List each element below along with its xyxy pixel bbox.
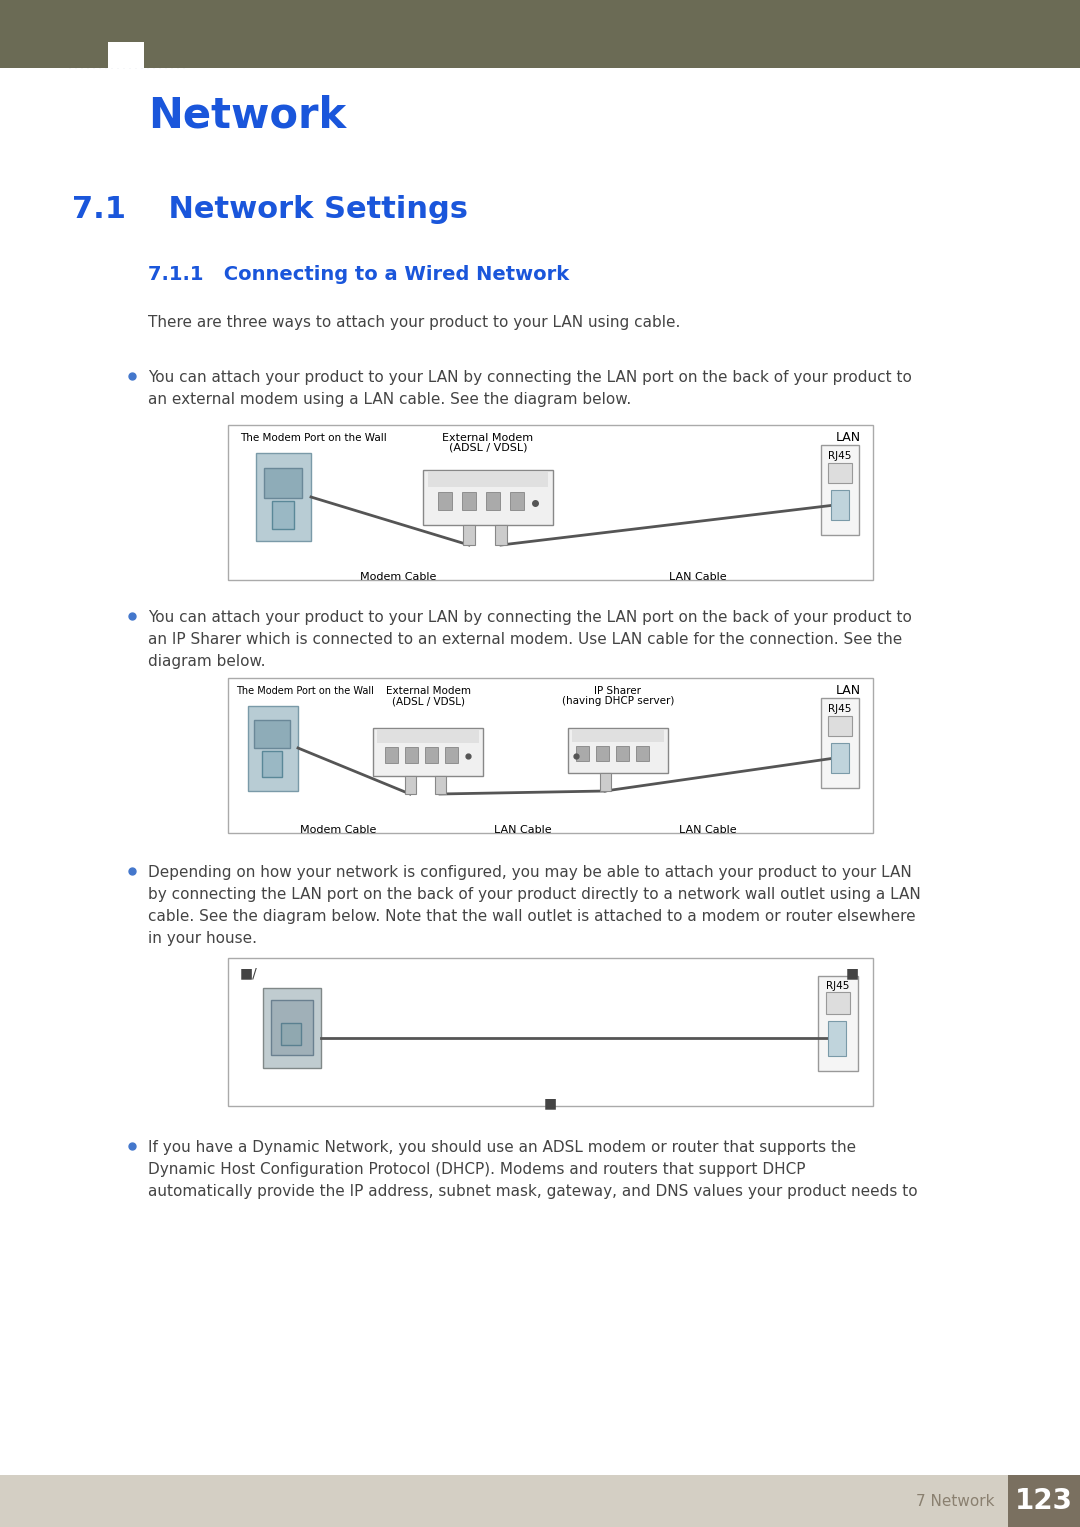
Bar [576, 747, 589, 760]
Text: (ADSL / VDSL): (ADSL / VDSL) [391, 696, 464, 705]
Text: automatically provide the IP address, subnet mask, gateway, and DNS values your : automatically provide the IP address, su… [148, 1183, 918, 1199]
Text: The Modem Port on the Wall: The Modem Port on the Wall [240, 434, 387, 443]
Bar [428, 472, 548, 487]
Text: External Modem: External Modem [443, 434, 534, 443]
Text: RJ45: RJ45 [828, 704, 852, 715]
Bar [272, 501, 294, 528]
Bar [445, 747, 458, 764]
Text: 7.1.1   Connecting to a Wired Network: 7.1.1 Connecting to a Wired Network [148, 266, 569, 284]
Text: IP Sharer: IP Sharer [594, 686, 642, 696]
Text: ■: ■ [543, 1096, 556, 1110]
Bar [495, 525, 507, 545]
Bar [108, 43, 144, 69]
Text: Modem Cable: Modem Cable [360, 573, 436, 582]
Bar [828, 716, 852, 736]
Text: Depending on how your network is configured, you may be able to attach your prod: Depending on how your network is configu… [148, 864, 912, 880]
Text: ■: ■ [846, 967, 859, 980]
Bar [405, 747, 418, 764]
Text: in your house.: in your house. [148, 931, 257, 947]
Bar [568, 728, 669, 773]
Bar [510, 492, 524, 510]
Text: 123: 123 [1015, 1487, 1074, 1515]
Bar [271, 1000, 313, 1055]
Bar [264, 467, 302, 498]
Text: diagram below.: diagram below. [148, 654, 266, 669]
Bar [596, 747, 609, 760]
Bar [423, 470, 553, 525]
Text: an IP Sharer which is connected to an external modem. Use LAN cable for the conn: an IP Sharer which is connected to an ex… [148, 632, 902, 647]
Bar [831, 490, 849, 521]
Bar [462, 492, 476, 510]
Bar [616, 747, 629, 760]
Bar [228, 425, 873, 580]
Text: RJ45: RJ45 [826, 980, 850, 991]
Bar [826, 993, 850, 1014]
Bar [405, 776, 416, 794]
Bar [463, 525, 475, 545]
Text: LAN Cable: LAN Cable [670, 573, 727, 582]
Bar [486, 492, 500, 510]
Bar [228, 678, 873, 834]
Text: You can attach your product to your LAN by connecting the LAN port on the back o: You can attach your product to your LAN … [148, 609, 912, 625]
Bar [600, 773, 611, 791]
Text: by connecting the LAN port on the back of your product directly to a network wal: by connecting the LAN port on the back o… [148, 887, 921, 902]
Bar [818, 976, 858, 1070]
Bar [438, 492, 453, 510]
Text: 7 Network: 7 Network [916, 1493, 994, 1509]
Bar [384, 747, 399, 764]
Bar [435, 776, 446, 794]
Bar [636, 747, 649, 760]
Text: RJ45: RJ45 [828, 450, 852, 461]
Bar [373, 728, 483, 776]
Text: The Modem Port on the Wall: The Modem Port on the Wall [237, 686, 374, 696]
Bar [254, 721, 291, 748]
Bar [228, 957, 873, 1106]
Bar [0, 0, 1080, 69]
Bar [426, 747, 438, 764]
Text: (having DHCP server): (having DHCP server) [562, 696, 674, 705]
Bar [281, 1023, 301, 1044]
Bar [262, 751, 282, 777]
Text: (ADSL / VDSL): (ADSL / VDSL) [449, 443, 527, 454]
Bar [831, 744, 849, 773]
Bar [572, 730, 664, 742]
Text: If you have a Dynamic Network, you should use an ADSL modem or router that suppo: If you have a Dynamic Network, you shoul… [148, 1141, 856, 1154]
Bar [821, 698, 859, 788]
Bar [828, 1022, 846, 1057]
Text: LAN Cable: LAN Cable [679, 825, 737, 835]
Bar [1008, 1475, 1080, 1527]
Text: LAN: LAN [836, 431, 861, 444]
Text: Dynamic Host Configuration Protocol (DHCP). Modems and routers that support DHCP: Dynamic Host Configuration Protocol (DHC… [148, 1162, 806, 1177]
Text: cable. See the diagram below. Note that the wall outlet is attached to a modem o: cable. See the diagram below. Note that … [148, 909, 916, 924]
Bar [256, 454, 311, 541]
Text: 7.1    Network Settings: 7.1 Network Settings [72, 195, 468, 224]
Text: There are three ways to attach your product to your LAN using cable.: There are three ways to attach your prod… [148, 315, 680, 330]
Text: Modem Cable: Modem Cable [300, 825, 376, 835]
Bar [0, 1475, 1080, 1527]
Bar [377, 730, 480, 744]
Text: an external modem using a LAN cable. See the diagram below.: an external modem using a LAN cable. See… [148, 392, 631, 408]
Text: You can attach your product to your LAN by connecting the LAN port on the back o: You can attach your product to your LAN … [148, 370, 912, 385]
Text: LAN Cable: LAN Cable [495, 825, 552, 835]
Bar [821, 444, 859, 534]
Text: LAN: LAN [836, 684, 861, 696]
Text: External Modem: External Modem [386, 686, 471, 696]
Text: ■/: ■/ [240, 967, 258, 980]
Bar [264, 988, 321, 1067]
Bar [248, 705, 298, 791]
Bar [828, 463, 852, 483]
Text: Network: Network [148, 95, 346, 137]
